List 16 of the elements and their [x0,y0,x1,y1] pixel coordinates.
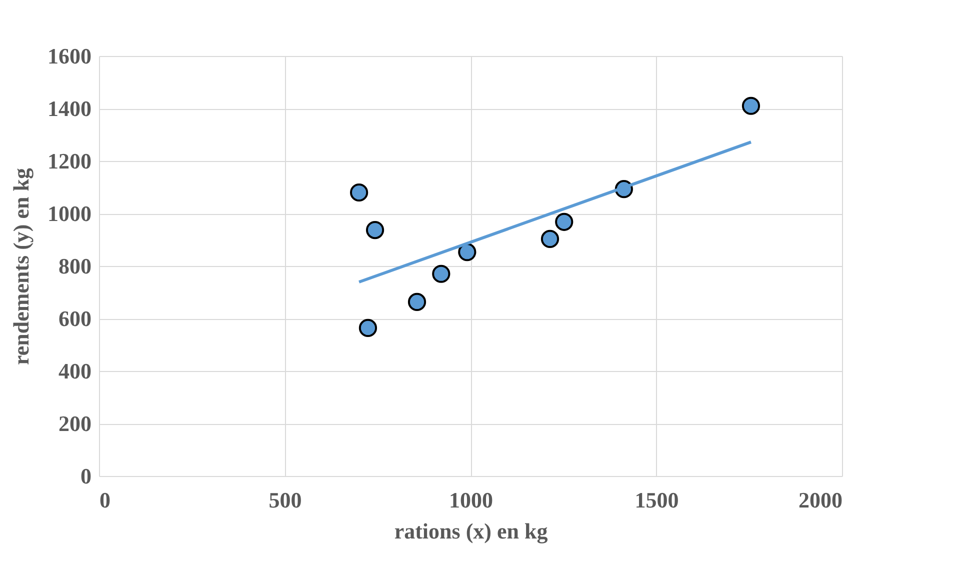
y-tick-label: 1200 [48,148,92,174]
y-tick-label: 600 [58,306,92,331]
y-tick-label: 1000 [48,201,92,226]
x-tick-label: 500 [268,488,302,512]
y-axis-title: rendements (y) en kg [8,168,34,365]
x-axis-title: rations (x) en kg [394,518,548,544]
y-tick-label: 800 [58,254,92,278]
y-tick-label: 1600 [48,44,92,68]
y-tick-label: 1400 [48,96,92,121]
x-tick-label: 1000 [449,488,493,512]
x-tick-label: 0 [100,488,110,512]
y-tick-label: 400 [58,358,92,384]
x-tick-label: 2000 [798,488,842,512]
y-tick-label: 0 [80,464,92,488]
y-tick-label: 200 [58,411,92,436]
x-tick-label: 1500 [634,488,679,512]
